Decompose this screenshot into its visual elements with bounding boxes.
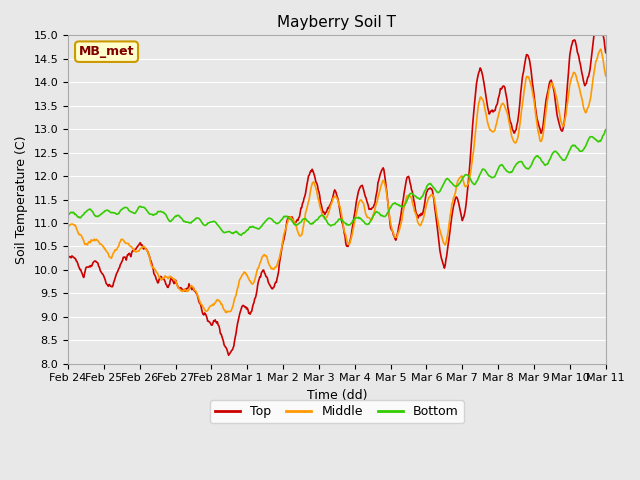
Middle (223, 310, 230, 315)
Top (330, 193, 337, 199)
Top (64, 253, 72, 259)
Top (596, 15, 604, 21)
Title: Mayberry Soil T: Mayberry Soil T (277, 15, 396, 30)
Top (554, 113, 561, 119)
Bottom (381, 213, 389, 219)
Bottom (205, 220, 213, 226)
Top (381, 178, 389, 183)
Middle (435, 221, 442, 227)
Top (205, 319, 213, 324)
Bottom (602, 127, 609, 132)
Top (225, 352, 232, 358)
X-axis label: Time (dd): Time (dd) (307, 389, 367, 402)
Line: Top: Top (68, 18, 605, 355)
Top (435, 234, 442, 240)
Bottom (237, 232, 245, 238)
Bottom (64, 212, 72, 217)
Middle (205, 305, 213, 311)
Top (182, 288, 190, 294)
Middle (182, 288, 190, 293)
Line: Bottom: Bottom (68, 130, 605, 235)
Top (602, 50, 609, 56)
Middle (554, 97, 561, 103)
Legend: Top, Middle, Bottom: Top, Middle, Bottom (210, 400, 463, 423)
Text: MB_met: MB_met (79, 45, 134, 58)
Middle (330, 195, 337, 201)
Middle (596, 46, 604, 52)
Bottom (182, 219, 190, 225)
Y-axis label: Soil Temperature (C): Soil Temperature (C) (15, 135, 28, 264)
Middle (381, 183, 389, 189)
Bottom (330, 222, 337, 228)
Bottom (435, 190, 442, 195)
Middle (602, 73, 609, 79)
Middle (64, 225, 72, 230)
Line: Middle: Middle (68, 49, 605, 312)
Bottom (554, 150, 561, 156)
